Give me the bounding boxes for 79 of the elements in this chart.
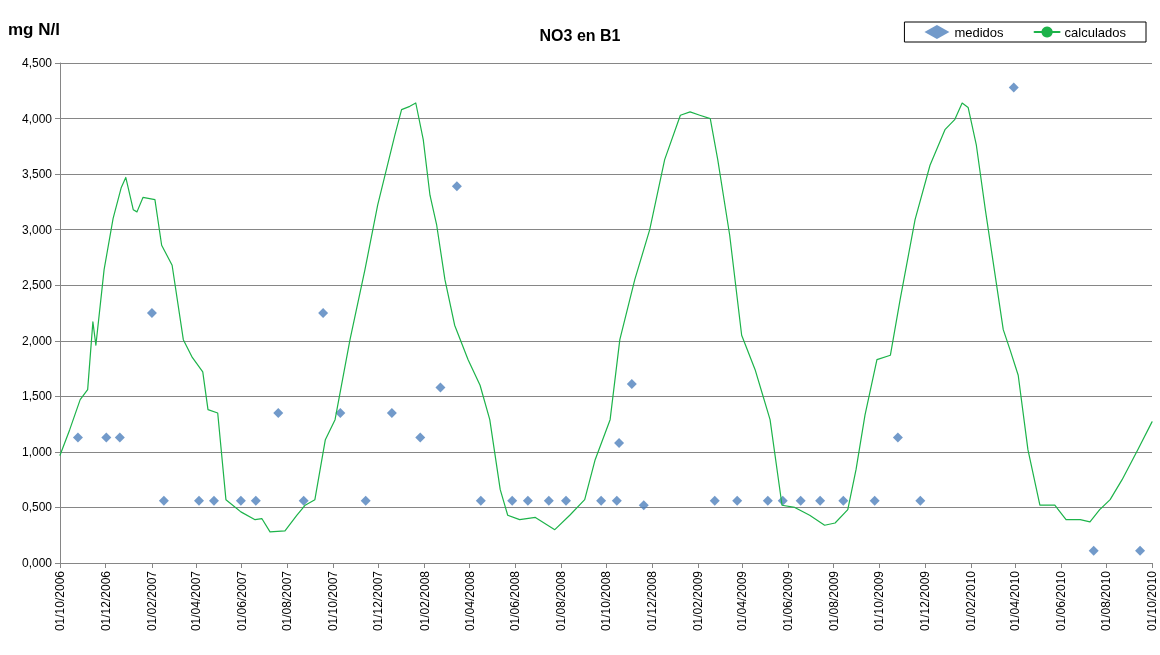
x-tick-label: 01/08/2008 — [553, 570, 568, 632]
x-tick-label: 01/06/2008 — [508, 570, 523, 632]
point — [435, 382, 446, 393]
point — [869, 495, 880, 506]
point — [101, 432, 112, 443]
point — [561, 495, 572, 506]
point — [208, 495, 219, 506]
point — [194, 495, 205, 506]
point — [596, 495, 607, 506]
point — [475, 495, 486, 506]
point — [507, 495, 518, 506]
point — [522, 495, 533, 506]
point — [892, 432, 903, 443]
x-tick-label: 01/02/2007 — [144, 570, 159, 632]
x-tick-label: 01/02/2008 — [417, 570, 432, 632]
x-tick-label: 01/10/2006 — [53, 570, 67, 632]
y-tick-label: 0,500 — [21, 500, 53, 515]
point — [335, 408, 346, 418]
x-tick-label: 01/10/2010 — [1145, 570, 1159, 632]
x-tick-label: 01/04/2007 — [189, 570, 204, 632]
point — [638, 500, 649, 511]
y-tick-label: 0,000 — [21, 556, 53, 570]
point — [451, 181, 462, 192]
y-axis-title: mg N/l — [8, 20, 60, 39]
x-tick-label: 01/10/2007 — [325, 570, 340, 632]
y-tick-label: 2,000 — [21, 333, 53, 348]
x-tick-label: 01/12/2007 — [371, 570, 386, 632]
point — [298, 495, 309, 506]
point — [838, 495, 849, 506]
point — [114, 432, 125, 443]
point — [915, 495, 926, 506]
point — [1135, 545, 1146, 556]
y-tick-label: 4,500 — [21, 56, 53, 70]
point — [815, 495, 826, 506]
chart-title: NO3 en B1 — [539, 26, 621, 44]
point — [795, 495, 806, 506]
point — [611, 495, 622, 506]
point — [1008, 82, 1019, 93]
x-tick-label: 01/06/2010 — [1053, 570, 1068, 632]
x-tick-label: 01/12/2008 — [644, 570, 659, 632]
point — [146, 308, 157, 318]
y-tick-label: 3,000 — [21, 222, 53, 237]
point — [235, 495, 246, 506]
point — [626, 379, 637, 390]
point — [415, 432, 426, 443]
x-tick-label: 01/04/2008 — [462, 570, 477, 632]
point — [614, 438, 625, 448]
point — [360, 495, 371, 506]
point — [158, 495, 169, 506]
point — [1088, 545, 1099, 556]
point — [318, 308, 329, 318]
point — [72, 432, 83, 443]
point — [386, 408, 397, 418]
x-tick-label: 01/08/2007 — [280, 570, 295, 632]
point — [543, 495, 554, 506]
y-tick-label: 1,000 — [21, 444, 53, 459]
point — [732, 495, 743, 506]
point — [250, 495, 261, 506]
y-tick-label: 1,500 — [21, 389, 53, 404]
x-tick-label: 01/08/2010 — [1099, 570, 1114, 632]
y-tick-label: 2,500 — [21, 278, 53, 293]
x-tick-label: 01/12/2006 — [98, 570, 113, 632]
y-tick-label: 4,000 — [21, 111, 53, 126]
x-tick-label: 01/04/2010 — [1008, 570, 1023, 632]
x-tick-label: 01/10/2009 — [872, 570, 887, 632]
point — [762, 495, 773, 506]
x-tick-label: 01/10/2008 — [599, 570, 614, 632]
legend-label: medidos — [954, 24, 1005, 40]
x-tick-label: 01/02/2010 — [964, 570, 979, 632]
x-tick-label: 01/02/2009 — [691, 570, 706, 632]
point — [709, 495, 720, 506]
y-tick-label: 3,500 — [21, 167, 53, 182]
x-tick-label: 01/04/2009 — [735, 570, 750, 632]
point — [273, 408, 284, 418]
x-tick-label: 01/08/2009 — [826, 570, 841, 632]
x-tick-label: 01/06/2007 — [234, 570, 249, 632]
x-tick-label: 01/12/2009 — [917, 570, 932, 632]
legend-label: calculados — [1064, 24, 1127, 40]
x-tick-label: 01/06/2009 — [781, 570, 795, 632]
